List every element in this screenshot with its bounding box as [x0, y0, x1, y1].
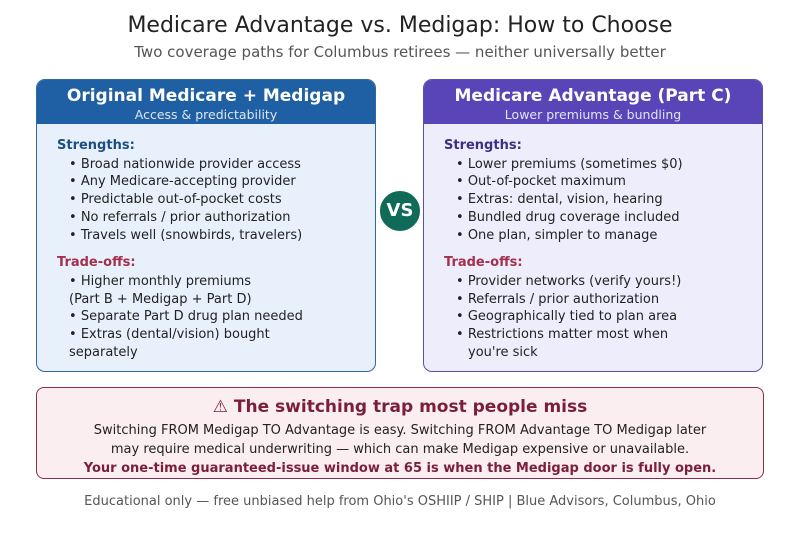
list-item-text: Restrictions matter most when	[467, 327, 669, 343]
callout-title: ⚠ The switching trap most people miss	[212, 397, 588, 417]
tradeoffs-heading: Trade-offs:	[57, 255, 136, 271]
list-item-continuation: (Part B + Medigap + Part D)	[57, 291, 375, 309]
list-item-text: Extras: dental, vision, hearing	[467, 192, 663, 208]
list-item: • Lower premiums (sometimes $0)	[456, 156, 683, 172]
list-item-text: you're sick	[468, 344, 538, 360]
card-tagline: Lower premiums & bundling	[504, 107, 682, 122]
list-item-text: (Part B + Medigap + Part D)	[69, 291, 252, 307]
list-item: • Bundled drug coverage included	[456, 209, 680, 225]
list-item: • Travels well (snowbirds, travelers)	[69, 227, 303, 243]
list-item-text: Extras (dental/vision) bought	[80, 327, 270, 343]
list-item-text: separately	[69, 344, 138, 360]
list-item: • Higher monthly premiums	[69, 273, 252, 289]
card-header: Original Medicare + Medigap Access & pre…	[37, 80, 375, 124]
list-item-text: Out-of-pocket maximum	[467, 174, 626, 190]
list-item-text: No referrals / prior authorization	[80, 209, 291, 225]
list-item-text: Any Medicare-accepting provider	[80, 174, 296, 190]
list-item-text: Broad nationwide provider access	[80, 156, 301, 172]
callout-emphasis: Your one-time guaranteed-issue window at…	[83, 461, 717, 476]
list-item-text: Separate Part D drug plan needed	[80, 309, 303, 325]
page-title: Medicare Advantage vs. Medigap: How to C…	[127, 13, 673, 38]
original-medicare-card: Original Medicare + Medigap Access & pre…	[36, 79, 376, 372]
tradeoffs-list: • Provider networks (verify yours!) • Re…	[444, 273, 762, 362]
list-item: • Out-of-pocket maximum	[456, 174, 626, 190]
strengths-list: • Lower premiums (sometimes $0) • Out-of…	[444, 156, 762, 245]
strengths-heading: Strengths:	[57, 138, 135, 153]
list-item: • No referrals / prior authorization	[69, 209, 291, 225]
card-body: Strengths: • Broad nationwide provider a…	[37, 124, 375, 361]
list-item-text: Predictable out-of-pocket costs	[80, 192, 282, 208]
list-item-text: Travels well (snowbirds, travelers)	[80, 227, 303, 243]
list-item-continuation: separately	[57, 344, 375, 362]
card-body: Strengths: • Lower premiums (sometimes $…	[424, 124, 762, 361]
tradeoffs-list: • Higher monthly premiums (Part B + Medi…	[57, 273, 375, 362]
footer-note: Educational only — free unbiased help fr…	[84, 494, 716, 509]
list-item-text: One plan, simpler to manage	[467, 227, 658, 243]
list-item: • Referrals / prior authorization	[456, 291, 660, 307]
card-tagline: Access & predictability	[134, 107, 278, 122]
page-subtitle: Two coverage paths for Columbus retirees…	[134, 43, 666, 61]
list-item: • Extras: dental, vision, hearing	[456, 192, 663, 208]
tradeoffs-heading: Trade-offs:	[444, 255, 523, 271]
vs-badge: VS	[377, 188, 423, 234]
callout-text: Switching FROM Medigap TO Advantage is e…	[93, 423, 707, 438]
card-header: Medicare Advantage (Part C) Lower premiu…	[424, 80, 762, 124]
list-item: • Broad nationwide provider access	[69, 156, 301, 172]
list-item-continuation: you're sick	[444, 344, 762, 362]
list-item: • Any Medicare-accepting provider	[69, 174, 296, 190]
switching-trap-callout: ⚠ The switching trap most people miss Sw…	[36, 387, 764, 479]
medicare-advantage-card: Medicare Advantage (Part C) Lower premiu…	[423, 79, 763, 372]
list-item: • Extras (dental/vision) bought	[69, 327, 270, 343]
list-item-text: Referrals / prior authorization	[467, 291, 660, 307]
list-item: • Restrictions matter most when	[456, 327, 669, 343]
list-item-text: Bundled drug coverage included	[467, 209, 680, 225]
list-item: • Geographically tied to plan area	[456, 309, 678, 325]
card-title: Original Medicare + Medigap	[66, 86, 346, 106]
strengths-heading: Strengths:	[444, 138, 522, 153]
list-item: • Provider networks (verify yours!)	[456, 273, 682, 289]
list-item-text: Provider networks (verify yours!)	[467, 273, 682, 289]
list-item: • Separate Part D drug plan needed	[69, 309, 303, 325]
list-item-text: Geographically tied to plan area	[467, 309, 678, 325]
strengths-list: • Broad nationwide provider access • Any…	[57, 156, 375, 245]
list-item: • Predictable out-of-pocket costs	[69, 192, 282, 208]
list-item-text: Lower premiums (sometimes $0)	[467, 156, 683, 172]
list-item-text: Higher monthly premiums	[80, 273, 252, 289]
list-item: • One plan, simpler to manage	[456, 227, 658, 243]
callout-text: may require medical underwriting — which…	[110, 442, 690, 457]
card-title: Medicare Advantage (Part C)	[454, 86, 732, 106]
